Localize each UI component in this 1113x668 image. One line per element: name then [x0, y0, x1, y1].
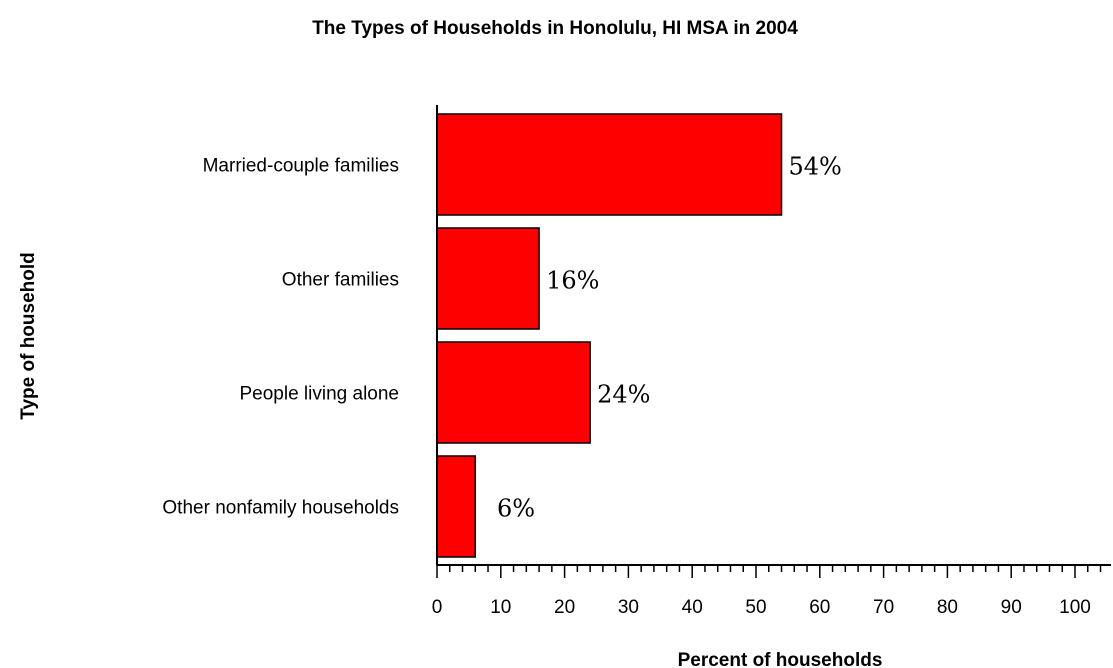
category-label: Other nonfamily households — [162, 498, 399, 519]
bar — [436, 341, 591, 444]
category-label: Married-couple families — [203, 156, 399, 177]
x-tick-labels-group: 0 10 20 30 40 50 60 70 80 90 100 — [432, 597, 1091, 618]
x-tick-label: 0 — [432, 597, 443, 618]
y-axis-title: Type of household — [18, 252, 39, 419]
category-label: People living alone — [239, 384, 399, 405]
x-tick-label: 60 — [809, 597, 830, 618]
x-tick-label: 70 — [873, 597, 894, 618]
x-axis-title: Percent of households — [678, 650, 883, 668]
data-label: 54% — [789, 153, 842, 181]
category-label: Other families — [282, 270, 399, 291]
data-label: 16% — [546, 267, 599, 295]
x-tick-label: 10 — [490, 597, 511, 618]
x-ticks-group — [436, 565, 1102, 578]
data-label: 6% — [497, 495, 535, 523]
data-labels-group: 54% 16% 24% 6% — [497, 153, 842, 523]
data-label: 24% — [597, 381, 650, 409]
chart-title: The Types of Households in Honolulu, HI … — [312, 18, 798, 39]
bar — [436, 455, 477, 558]
x-tick-label: 20 — [554, 597, 575, 618]
x-tick-label: 50 — [745, 597, 766, 618]
category-labels-group: Married-couple families Other families Peo… — [162, 156, 399, 519]
x-tick-label: 40 — [682, 597, 703, 618]
bars-group — [436, 113, 783, 558]
x-tick-label: 90 — [1001, 597, 1022, 618]
x-tick-label: 30 — [618, 597, 639, 618]
x-tick-label: 80 — [937, 597, 958, 618]
bar — [436, 227, 540, 330]
x-tick-label: 100 — [1059, 597, 1091, 618]
bar — [436, 113, 783, 216]
